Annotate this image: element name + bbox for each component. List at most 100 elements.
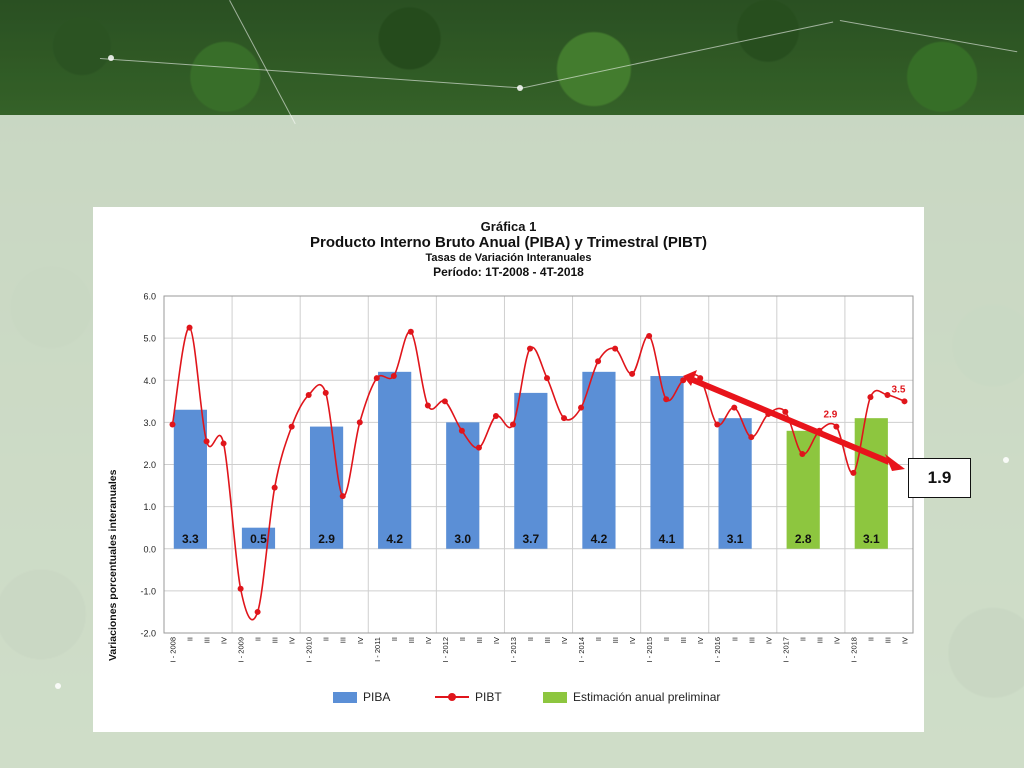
x-tick-label: IV [560, 637, 569, 644]
y-tick-label: -1.0 [140, 586, 156, 596]
chart-title: Gráfica 1 [480, 219, 537, 234]
background-top-shade [0, 0, 1024, 115]
bar-value-label: 0.5 [250, 532, 267, 546]
point-pibt [373, 375, 380, 382]
x-tick-label: II [798, 637, 807, 641]
x-tick-label: IV [696, 637, 705, 644]
x-tick-label: IV [764, 637, 773, 644]
legend-swatch-pibt [435, 692, 469, 702]
x-tick-label: IV [900, 637, 909, 644]
x-tick-label: III [747, 637, 756, 643]
x-tick-label: I - 2010 [305, 637, 314, 662]
legend-label-piba: PIBA [363, 690, 391, 704]
x-tick-label: IV [832, 637, 841, 644]
point-pibt [271, 484, 278, 491]
x-tick-label: III [271, 637, 280, 643]
point-pibt [646, 333, 653, 340]
bar-value-label: 3.0 [454, 532, 471, 546]
point-pibt [407, 328, 414, 335]
x-tick-label: III [679, 637, 688, 643]
network-dot-decoration [517, 85, 523, 91]
network-dot-decoration [55, 683, 61, 689]
point-pibt [475, 444, 482, 451]
y-tick-label: -2.0 [140, 629, 156, 639]
pibt-point-label: 2.9 [823, 410, 837, 421]
legend-swatch-piba [333, 691, 357, 703]
bar-value-label: 3.7 [522, 532, 539, 546]
chart-card: Gráfica 1 Producto Interno Bruto Anual (… [93, 207, 924, 732]
x-tick-label: II [866, 637, 875, 641]
bar-piba-2010 [309, 426, 344, 549]
legend-label-estimacion: Estimación anual preliminar [573, 690, 721, 704]
x-tick-label: IV [424, 637, 433, 644]
x-tick-label: I - 2013 [509, 637, 518, 662]
x-tick-label: I - 2017 [781, 637, 790, 662]
point-pibt [680, 377, 687, 384]
x-tick-label: I - 2009 [237, 637, 246, 662]
point-pibt [458, 427, 465, 434]
x-tick-label: III [339, 637, 348, 643]
y-tick-label: 3.0 [143, 418, 156, 428]
point-pibt [901, 398, 908, 405]
x-tick-label: II [662, 637, 671, 641]
x-tick-label: IV [492, 637, 501, 644]
point-pibt [816, 427, 823, 434]
bar-piba-2011 [378, 371, 412, 549]
point-pibt [578, 404, 585, 411]
y-tick-label: 2.0 [143, 460, 156, 470]
point-pibt [203, 438, 210, 445]
bar-piba-2014 [582, 371, 616, 549]
point-pibt [833, 423, 840, 430]
y-tick-label: 0.0 [143, 544, 156, 554]
bar-value-label: 2.8 [795, 532, 812, 546]
point-pibt [612, 345, 619, 352]
bar-piba-2012 [446, 422, 480, 549]
legend-item-estimacion: Estimación anual preliminar [543, 690, 720, 704]
point-pibt [305, 391, 312, 398]
x-tick-label: I - 2018 [849, 637, 858, 662]
point-pibt [629, 370, 636, 377]
x-tick-label: IV [220, 637, 229, 644]
legend-item-pibt: PIBT [435, 690, 502, 704]
x-tick-label: III [203, 637, 212, 643]
bar-value-label: 4.2 [386, 532, 403, 546]
point-pibt [237, 585, 244, 592]
x-tick-label: II [730, 637, 739, 641]
bar-piba-2008 [173, 409, 207, 549]
x-tick-label: III [815, 637, 824, 643]
network-dot-decoration [1003, 457, 1009, 463]
bar-value-label: 3.1 [727, 532, 744, 546]
point-pibt [663, 396, 670, 403]
point-pibt [254, 608, 261, 615]
x-tick-label: I - 2012 [441, 637, 450, 662]
point-pibt [850, 469, 857, 476]
x-tick-label: II [390, 637, 399, 641]
pibt-point-label: 3.5 [892, 384, 906, 395]
point-pibt [441, 398, 448, 405]
point-pibt [339, 493, 346, 500]
legend-item-piba: PIBA [333, 690, 390, 704]
x-tick-label: I - 2016 [713, 637, 722, 662]
x-tick-label: I - 2014 [577, 637, 586, 662]
bar-piba-2013 [514, 392, 548, 549]
x-tick-label: I - 2008 [169, 637, 178, 662]
bar-piba-2016 [718, 418, 752, 549]
point-pibt [714, 421, 721, 428]
x-tick-label: II [526, 637, 535, 641]
point-pibt [322, 389, 329, 396]
x-tick-label: IV [288, 637, 297, 644]
legend-swatch-estimacion [543, 691, 567, 703]
y-tick-label: 1.0 [143, 502, 156, 512]
point-pibt [884, 391, 891, 398]
point-pibt [561, 415, 568, 422]
point-pibt [356, 419, 363, 426]
x-tick-label: II [322, 637, 331, 641]
bar-value-label: 4.2 [591, 532, 608, 546]
x-tick-label: I - 2011 [373, 637, 382, 662]
y-tick-label: 6.0 [143, 292, 156, 302]
point-pibt [731, 404, 738, 411]
x-tick-label: III [611, 637, 620, 643]
network-dot-decoration [108, 55, 114, 61]
point-pibt [544, 375, 551, 382]
legend-label-pibt: PIBT [475, 690, 502, 704]
